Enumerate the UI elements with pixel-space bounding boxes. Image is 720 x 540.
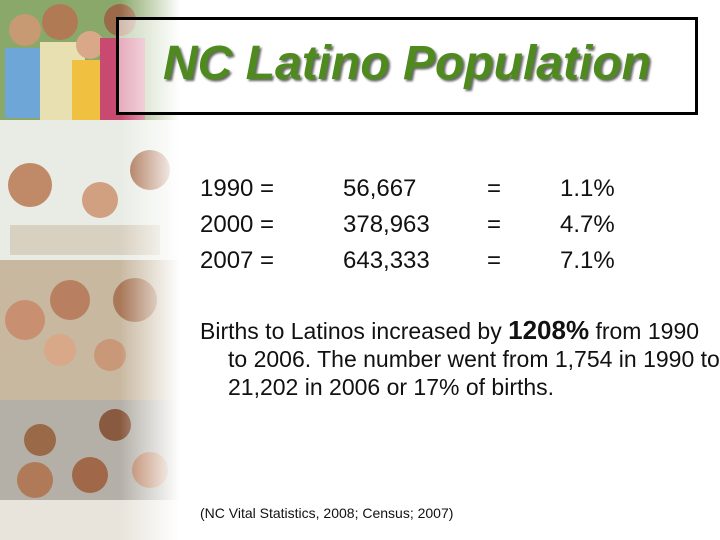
citation: (NC Vital Statistics, 2008; Census; 2007… xyxy=(200,505,454,521)
table-cell: 643,333 xyxy=(343,247,430,274)
title-box: NC Latino Population xyxy=(116,17,698,115)
table-cell: = xyxy=(487,175,502,202)
table-cell: 378,963 xyxy=(343,211,430,238)
table-cell: 2000 = xyxy=(200,211,275,238)
paragraph-emphasis: 1208% xyxy=(508,315,590,345)
table-cell: 56,667 xyxy=(343,175,417,202)
slide-title: NC Latino Population xyxy=(163,37,651,90)
table-cell: = xyxy=(487,247,502,274)
table-cell: 4.7% xyxy=(560,211,615,238)
table-cell: 7.1% xyxy=(560,247,615,274)
paragraph-text: from 1990 to 2006. The number went from … xyxy=(228,318,720,400)
table-cell: = xyxy=(487,211,502,238)
paragraph-text: Births to Latinos increased by xyxy=(200,318,509,344)
births-paragraph: Births to Latinos increased by 1208% fro… xyxy=(200,316,720,401)
table-cell: 2007 = xyxy=(200,247,275,274)
table-cell: 1990 = xyxy=(200,175,275,202)
table-cell: 1.1% xyxy=(560,175,615,202)
